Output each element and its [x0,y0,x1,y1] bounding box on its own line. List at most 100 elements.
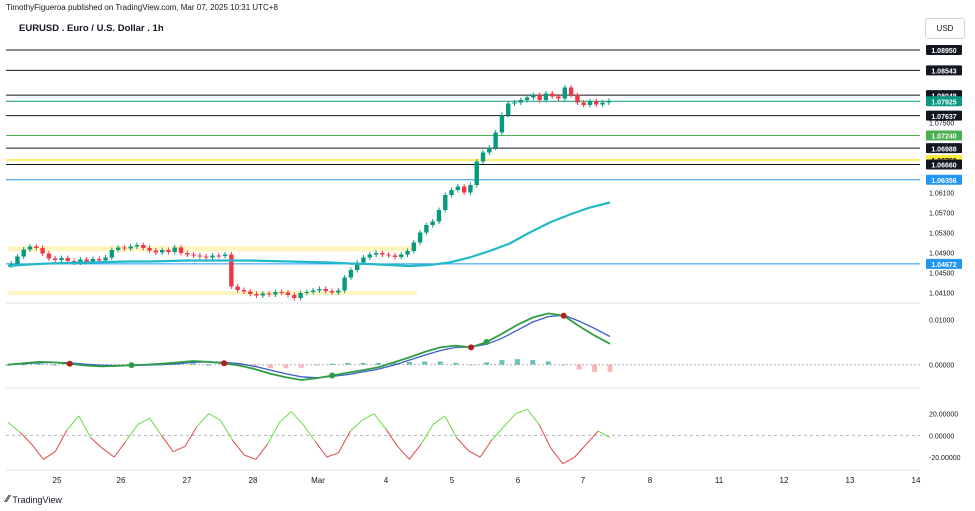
candle-95 [606,101,612,103]
oscillator-segment-35 [408,443,422,460]
price-level-tag-4 [926,110,962,121]
price-axis-label-0: 1.06100 [929,191,954,198]
oscillator-segment-26 [302,424,316,442]
oscillator-segment-48 [562,456,575,465]
time-axis-label-10: 11 [715,476,724,485]
moving-average-line [7,201,611,268]
publish-note: TimothyFigueroa published on TradingView… [6,3,278,12]
candle-41 [266,293,272,295]
highlight-zones [8,246,417,295]
candle-66 [424,225,429,233]
candle-21 [141,245,146,248]
macd-axis-label-0: 0.01000 [929,317,954,324]
macd-cross-dot-21 [329,372,336,379]
candle-1 [15,256,20,264]
candle-47 [304,292,310,293]
candle-73 [468,185,473,193]
macd-hist-30 [468,364,474,366]
candle-10 [71,261,77,263]
candle-36 [235,286,240,290]
oscillator-segment-47 [550,448,564,464]
macd-hist-36 [561,364,567,366]
oscillator-segment-50 [586,430,599,445]
price-level-tag-10 [926,258,962,269]
price-level-tag-6 [926,143,962,154]
macd-hist-1 [20,364,26,366]
candle-77 [493,132,498,148]
candle-7 [52,258,58,260]
macd-hist-34 [530,360,536,365]
macd-cross-dot-36 [560,312,567,319]
oscillator-segment-14 [161,435,174,453]
oscillator-segment-29 [338,430,351,454]
macd-panel: 0.01000 0.00000 [5,312,954,381]
tradingview-logo[interactable]: ⁄⁄ TradingView [6,494,62,505]
candle-16 [109,250,115,258]
candle-64 [411,242,417,251]
price-level-tag-8 [926,159,962,170]
macd-hist-28 [437,361,443,365]
price-axis-label-1: 1.05700 [929,211,954,218]
time-axis-label-1: 26 [117,476,126,485]
oscillator-segment-31 [361,413,375,421]
macd-hist-27 [422,361,428,365]
oscillator-segment-32 [373,413,387,430]
oscillator-segment-21 [243,454,257,460]
oscillator-segment-13 [149,417,162,436]
oscillator-segment-34 [397,445,410,460]
oscillator-segment-11 [125,424,139,442]
oscillator-segment-51 [597,430,611,439]
oscillator-axis-label-1: 0.00000 [929,433,954,440]
candle-72 [461,186,467,193]
candle-2 [21,249,26,257]
oscillator-segment-8 [90,437,103,449]
macd-cross-dot-8 [128,362,135,369]
price-level-tag-5 [926,130,962,141]
candle-61 [392,255,398,257]
tradingview-brand: TradingView [12,494,62,505]
oscillator-panel: 20.00000 0.00000 -20.00000 [6,408,961,465]
candle-3 [27,246,33,250]
candle-35 [229,254,234,287]
price-level-label-8: 1.06660 [931,163,956,170]
panel-dividers [6,302,920,471]
macd-hist-23 [360,362,366,365]
time-axis-label-2: 27 [183,476,192,485]
candle-34 [222,254,228,256]
macd-hist-32 [499,360,505,365]
candle-24 [159,250,165,253]
candle-54 [348,270,354,278]
candle-62 [399,254,404,257]
time-axis-label-9: 8 [648,476,653,485]
price-axis-label-6: 1.07500 [929,121,954,128]
candle-8 [59,258,64,260]
candle-31 [203,256,209,258]
macd-hist-3 [51,364,57,366]
candle-42 [273,292,278,295]
oscillator-segment-17 [196,413,210,428]
macd-hist-24 [375,362,381,365]
oscillator-segment-6 [66,415,80,431]
oscillator-segment-4 [43,451,56,460]
candle-81 [518,100,523,103]
candle-17 [115,247,121,250]
candle-78 [499,115,505,133]
candle-69 [443,195,448,210]
macd-hist-31 [484,362,490,365]
candle-11 [78,259,83,263]
candle-79 [505,103,511,115]
macd-hist-35 [545,361,551,365]
price-level-label-10: 1.04672 [931,262,956,269]
candle-12 [84,259,89,262]
candlestick-series [8,85,612,301]
oscillator-segment-7 [78,415,92,438]
oscillator-segment-46 [538,424,552,449]
currency-button[interactable]: USD [925,18,965,39]
price-axis: 1.06100 1.05700 1.05300 1.04900 1.04500 1.041… [929,121,954,298]
price-level-label-6: 1.06988 [931,146,956,153]
oscillator-segment-15 [173,445,186,453]
macd-hist-33 [514,359,520,365]
candle-27 [178,247,184,253]
candle-39 [254,294,259,296]
